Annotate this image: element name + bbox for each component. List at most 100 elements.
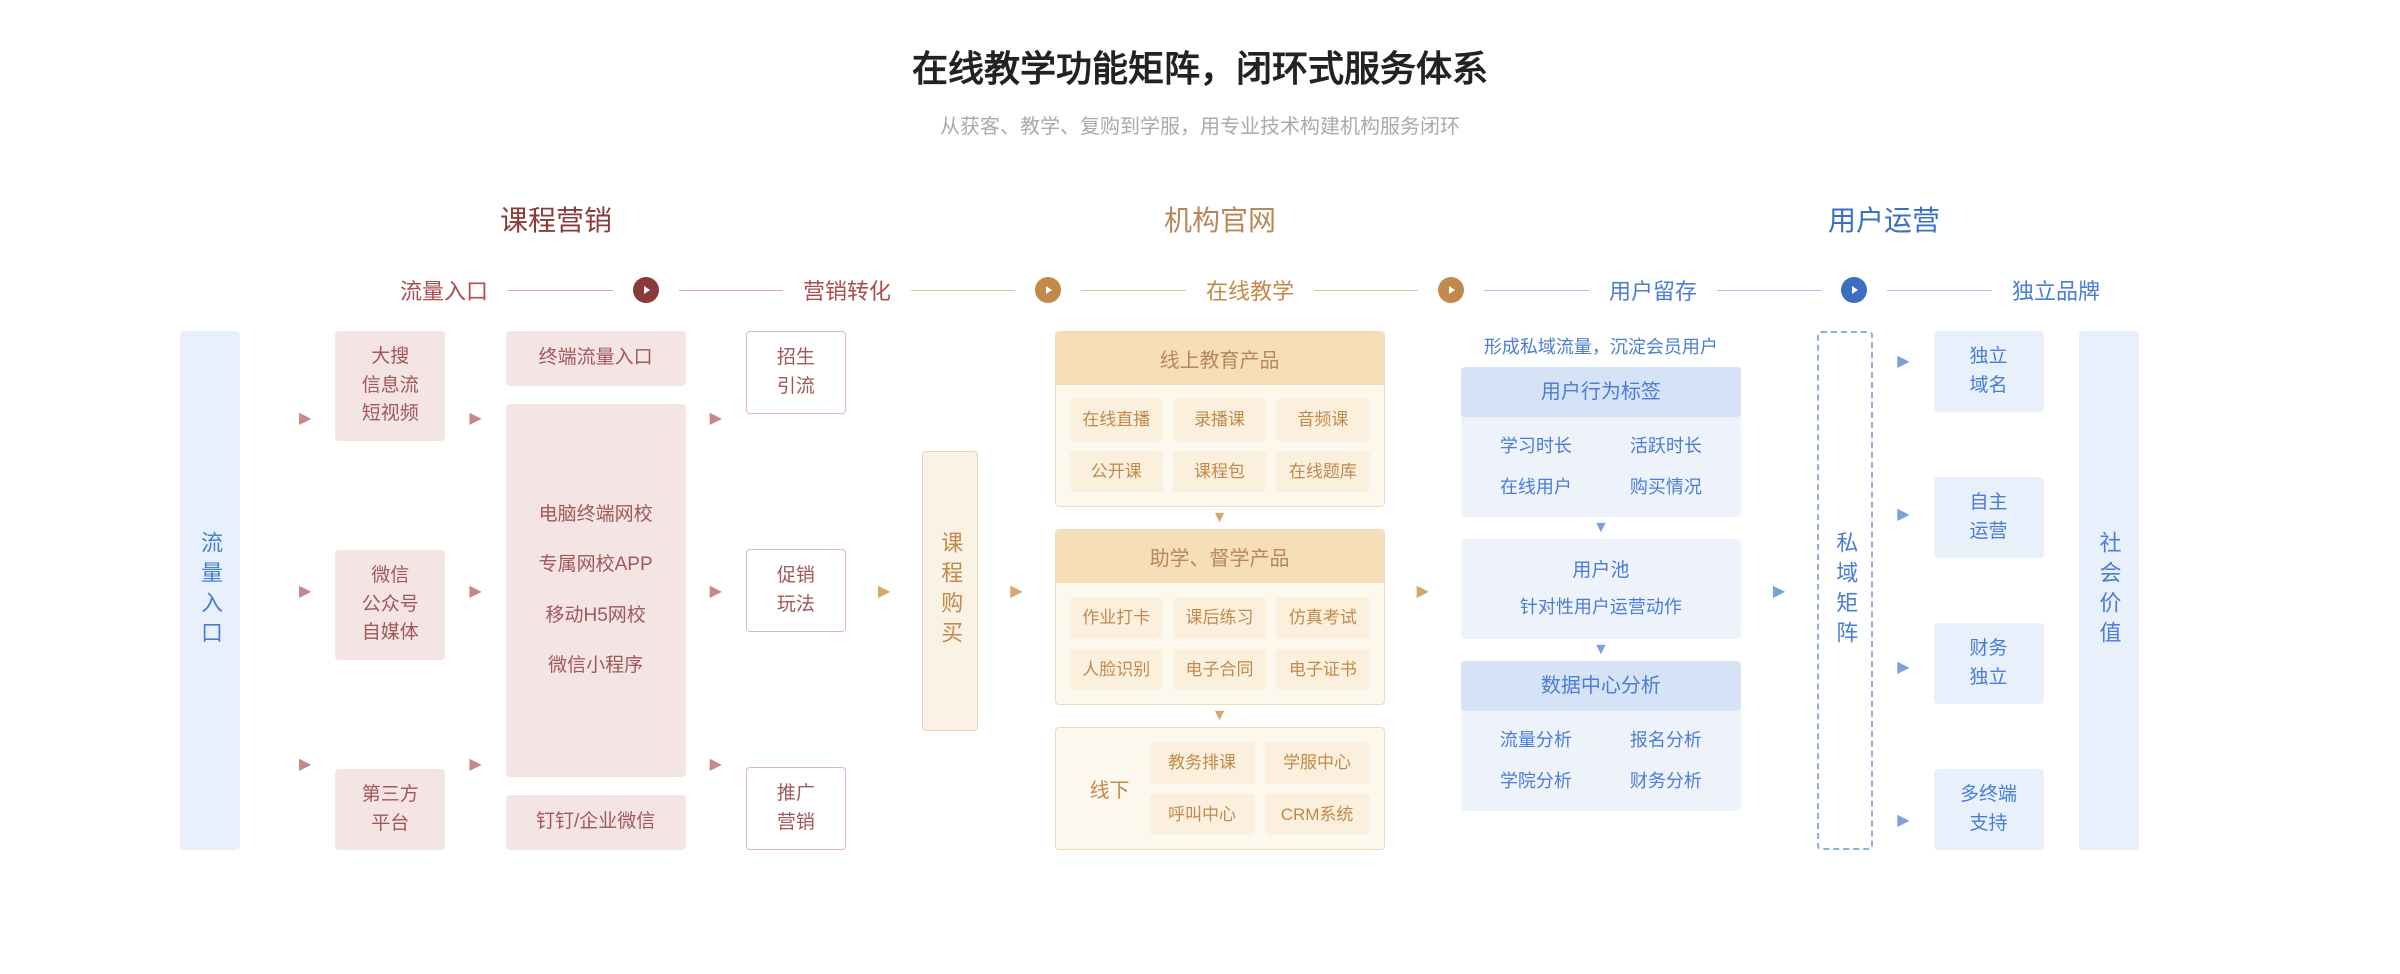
stage-dot-icon (1035, 277, 1061, 303)
private-matrix: 私域矩阵 (1817, 331, 1873, 850)
arrow-right-icon: ▶ (998, 581, 1034, 601)
retention-column: 形成私域流量，沉淀会员用户 用户行为标签 学习时长 活跃时长 在线用户 购买情况… (1461, 331, 1741, 850)
chip: 呼叫中心 (1150, 794, 1255, 836)
chip: 电子合同 (1173, 649, 1266, 691)
text-grid: 流量分析 报名分析 学院分析 财务分析 (1461, 711, 1741, 811)
item: 报名分析 (1611, 723, 1721, 758)
item: 学院分析 (1481, 764, 1591, 799)
item: 在线用户 (1481, 470, 1591, 505)
brand-item: 财务独立 (1934, 623, 2044, 704)
label: 多终端支持 (1960, 781, 2017, 838)
terminal-bottom: 钉钉/企业微信 (506, 795, 686, 850)
arrow-right-icon: ▶ (698, 408, 734, 428)
stage-line (1484, 290, 1588, 291)
pool-block: 用户池 针对性用户运营动作 (1461, 539, 1741, 639)
online-product-section: 线上教育产品 在线直播 录播课 音频课 公开课 课程包 在线题库 (1055, 331, 1385, 507)
chip: 课程包 (1173, 451, 1266, 493)
arrow-right-icon: ▶ (698, 581, 734, 601)
arrow-down-icon: ▼ (1461, 517, 1741, 539)
stage-line (911, 290, 1015, 291)
label: 推广营销 (777, 780, 815, 837)
stage-line (1314, 290, 1418, 291)
arrow-right-icon: ▶ (457, 754, 493, 774)
side-social-value: 社会价值 (2079, 331, 2139, 850)
terminal-top: 终端流量入口 (506, 331, 686, 386)
category-marketing: 课程营销 (500, 199, 612, 239)
chip: 作业打卡 (1070, 597, 1163, 639)
item: 流量分析 (1481, 723, 1591, 758)
arrow-down-icon: ▼ (1461, 639, 1741, 661)
arrow-right-icon: ▶ (1885, 657, 1921, 677)
item: 财务分析 (1611, 764, 1721, 799)
terminal-item: 微信小程序 (548, 652, 643, 681)
arrow-col: ▶ (978, 331, 1054, 850)
stage-brand: 独立品牌 (2012, 274, 2100, 306)
brand-item: 自主运营 (1934, 477, 2044, 558)
arrow-col: ▶ ▶ ▶ (686, 331, 746, 850)
label: 大搜信息流短视频 (362, 343, 419, 429)
chip: 公开课 (1070, 451, 1163, 493)
arrow-down-icon: ▼ (1055, 705, 1385, 727)
label: 第三方平台 (362, 781, 419, 838)
item: 学习时长 (1481, 429, 1591, 464)
stage-dot-icon (1841, 277, 1867, 303)
arrow-right-icon: ▶ (1885, 810, 1921, 830)
arrow-right-icon: ▶ (287, 754, 323, 774)
header: 在线教学功能矩阵，闭环式服务体系 从获客、教学、复购到学服，用专业技术构建机构服… (180, 40, 2220, 139)
chip: CRM系统 (1265, 794, 1370, 836)
arrow-col: ▶ ▶ ▶ ▶ (1873, 331, 1933, 850)
traffic-item: 大搜信息流短视频 (335, 331, 445, 441)
traffic-column: 大搜信息流短视频 微信公众号自媒体 第三方平台 (335, 331, 445, 850)
stage-retention: 用户留存 (1609, 274, 1697, 306)
retention-note: 形成私域流量，沉淀会员用户 (1461, 331, 1741, 361)
convert-item: 招生引流 (746, 331, 846, 414)
arrow-right-icon: ▶ (457, 581, 493, 601)
arrow-right-icon: ▶ (1761, 581, 1797, 601)
stage-line (1717, 290, 1821, 291)
category-operation: 用户运营 (1828, 199, 1940, 239)
label: 促销玩法 (777, 562, 815, 619)
brand-column: 独立域名 自主运营 财务独立 多终端支持 (1934, 331, 2044, 850)
chip: 电子证书 (1276, 649, 1369, 691)
label: 财务独立 (1969, 635, 2007, 692)
teaching-column: 线上教育产品 在线直播 录播课 音频课 公开课 课程包 在线题库 ▼ 助学、督学… (1055, 331, 1385, 850)
stage-conversion: 营销转化 (803, 274, 891, 306)
chip-grid: 作业打卡 课后练习 仿真考试 人脸识别 电子合同 电子证书 (1056, 583, 1384, 704)
arrow-right-icon: ▶ (698, 754, 734, 774)
block-header: 用户行为标签 (1461, 367, 1741, 417)
label: 独立域名 (1969, 343, 2007, 400)
course-purchase: 课程购买 (922, 451, 978, 731)
section-header: 线上教育产品 (1056, 332, 1384, 385)
page-title: 在线教学功能矩阵，闭环式服务体系 (180, 40, 2220, 92)
brand-item: 多终端支持 (1934, 769, 2044, 850)
chip: 教务排课 (1150, 742, 1255, 784)
side-traffic-entry: 流量入口 (180, 331, 240, 850)
stage-traffic: 流量入口 (400, 274, 488, 306)
traffic-item: 第三方平台 (335, 769, 445, 850)
pool-subtitle: 针对性用户运营动作 (1475, 590, 1727, 625)
arrow-col: ▶ (1385, 331, 1461, 850)
chip: 在线直播 (1070, 399, 1163, 441)
offline-label: 线下 (1070, 774, 1150, 803)
item: 活跃时长 (1611, 429, 1721, 464)
arrow-right-icon: ▶ (866, 581, 902, 601)
assist-product-section: 助学、督学产品 作业打卡 课后练习 仿真考试 人脸识别 电子合同 电子证书 (1055, 529, 1385, 705)
convert-column: 招生引流 促销玩法 推广营销 (746, 331, 846, 850)
terminal-item: 移动H5网校 (545, 602, 645, 631)
arrow-right-icon: ▶ (287, 581, 323, 601)
arrow-col: ▶ ▶ ▶ (445, 331, 505, 850)
arrow-col: ▶ (1741, 331, 1817, 850)
category-website: 机构官网 (1164, 199, 1276, 239)
section-header: 助学、督学产品 (1056, 530, 1384, 583)
arrow-col: ▶ (846, 331, 922, 850)
stage-line (1081, 290, 1185, 291)
traffic-item: 微信公众号自媒体 (335, 550, 445, 660)
arrow-right-icon: ▶ (287, 408, 323, 428)
chip: 仿真考试 (1276, 597, 1369, 639)
chip: 音频课 (1276, 399, 1369, 441)
diagram-container: 在线教学功能矩阵，闭环式服务体系 从获客、教学、复购到学服，用专业技术构建机构服… (0, 0, 2400, 890)
brand-item: 独立域名 (1934, 331, 2044, 412)
chip: 在线题库 (1276, 451, 1369, 493)
offline-grid: 教务排课 学服中心 呼叫中心 CRM系统 (1150, 742, 1370, 835)
text-grid: 学习时长 活跃时长 在线用户 购买情况 (1461, 417, 1741, 517)
